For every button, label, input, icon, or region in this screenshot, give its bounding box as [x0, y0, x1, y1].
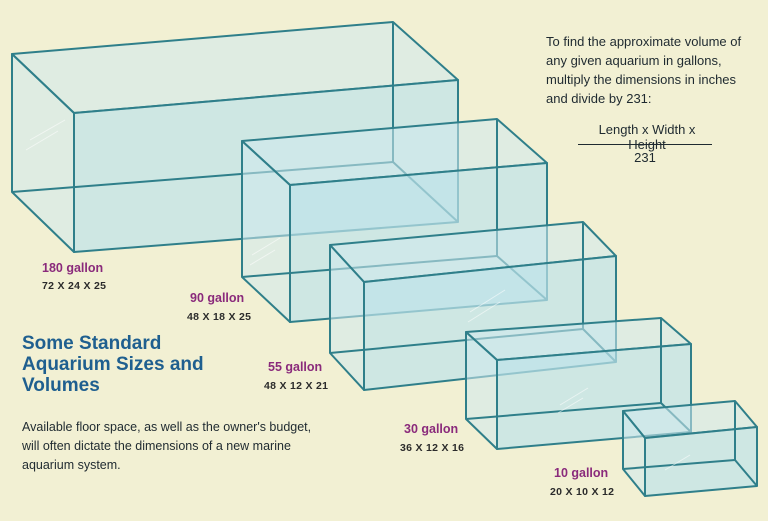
tank-label-gallons: 30 gallon — [404, 422, 459, 436]
formula-denominator: 231 — [634, 150, 656, 165]
tank-label-dimensions: 48 X 12 X 21 — [264, 380, 329, 392]
tank-label-dimensions: 20 X 10 X 12 — [550, 486, 615, 498]
tank-label-gallons: 180 gallon — [42, 261, 104, 275]
volume-instructions: To find the approximate volume of any gi… — [546, 34, 742, 106]
tank-label-gallons: 90 gallon — [190, 291, 245, 305]
tank-10-gallon — [622, 400, 758, 497]
tank-label-dimensions: 48 X 18 X 25 — [187, 311, 252, 323]
tank-label-gallons: 10 gallon — [554, 466, 609, 480]
tank-label-dimensions: 72 X 24 X 25 — [42, 280, 107, 292]
tank-label-dimensions: 36 X 12 X 16 — [400, 442, 465, 454]
tank-label-gallons: 55 gallon — [268, 360, 323, 374]
section-description: Available floor space, as well as the ow… — [22, 420, 312, 472]
formula-divider — [578, 144, 712, 145]
formula-numerator: Length x Width x Height — [598, 122, 696, 152]
section-heading: Some Standard Aquarium Sizes and Volumes — [22, 333, 204, 396]
